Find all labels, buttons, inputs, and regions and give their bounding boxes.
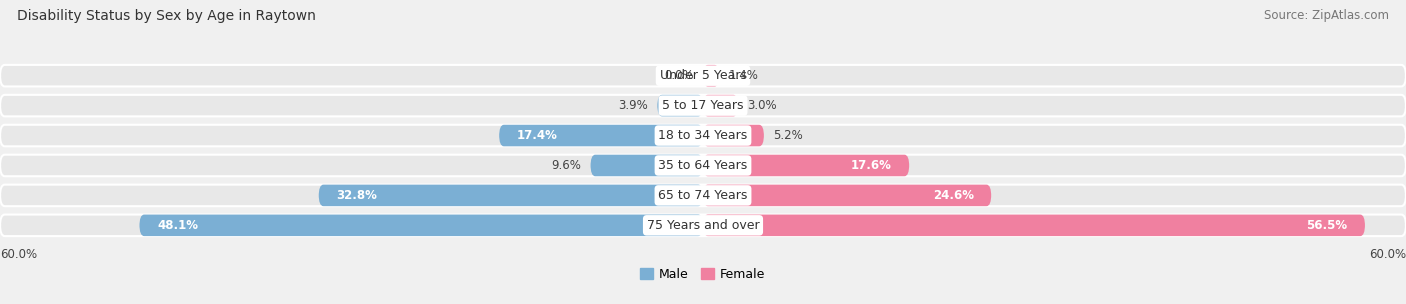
FancyBboxPatch shape [0, 125, 1406, 146]
FancyBboxPatch shape [703, 155, 910, 176]
Text: 18 to 34 Years: 18 to 34 Years [658, 129, 748, 142]
FancyBboxPatch shape [591, 155, 703, 176]
FancyBboxPatch shape [703, 95, 738, 116]
Text: 3.9%: 3.9% [619, 99, 648, 112]
FancyBboxPatch shape [499, 125, 703, 146]
FancyBboxPatch shape [0, 95, 1406, 116]
FancyBboxPatch shape [703, 125, 763, 146]
Text: 75 Years and over: 75 Years and over [647, 219, 759, 232]
Text: 17.6%: 17.6% [851, 159, 891, 172]
FancyBboxPatch shape [703, 215, 1365, 236]
Text: Disability Status by Sex by Age in Raytown: Disability Status by Sex by Age in Rayto… [17, 9, 316, 23]
Text: 56.5%: 56.5% [1306, 219, 1347, 232]
FancyBboxPatch shape [139, 215, 703, 236]
Text: Under 5 Years: Under 5 Years [659, 69, 747, 82]
Text: 60.0%: 60.0% [1369, 248, 1406, 261]
FancyBboxPatch shape [657, 95, 703, 116]
Text: 32.8%: 32.8% [336, 189, 377, 202]
FancyBboxPatch shape [703, 65, 720, 86]
Text: 65 to 74 Years: 65 to 74 Years [658, 189, 748, 202]
FancyBboxPatch shape [319, 185, 703, 206]
Text: 17.4%: 17.4% [517, 129, 558, 142]
FancyBboxPatch shape [0, 155, 1406, 176]
Text: Source: ZipAtlas.com: Source: ZipAtlas.com [1264, 9, 1389, 22]
Text: 60.0%: 60.0% [0, 248, 37, 261]
Text: 48.1%: 48.1% [157, 219, 198, 232]
Text: 35 to 64 Years: 35 to 64 Years [658, 159, 748, 172]
FancyBboxPatch shape [0, 65, 1406, 86]
Text: 3.0%: 3.0% [748, 99, 778, 112]
Text: 5.2%: 5.2% [773, 129, 803, 142]
Text: 1.4%: 1.4% [728, 69, 759, 82]
Text: 24.6%: 24.6% [932, 189, 973, 202]
FancyBboxPatch shape [0, 185, 1406, 206]
FancyBboxPatch shape [703, 185, 991, 206]
Text: 9.6%: 9.6% [551, 159, 581, 172]
Text: 0.0%: 0.0% [664, 69, 693, 82]
Legend: Male, Female: Male, Female [636, 263, 770, 286]
Text: 5 to 17 Years: 5 to 17 Years [662, 99, 744, 112]
FancyBboxPatch shape [0, 215, 1406, 236]
